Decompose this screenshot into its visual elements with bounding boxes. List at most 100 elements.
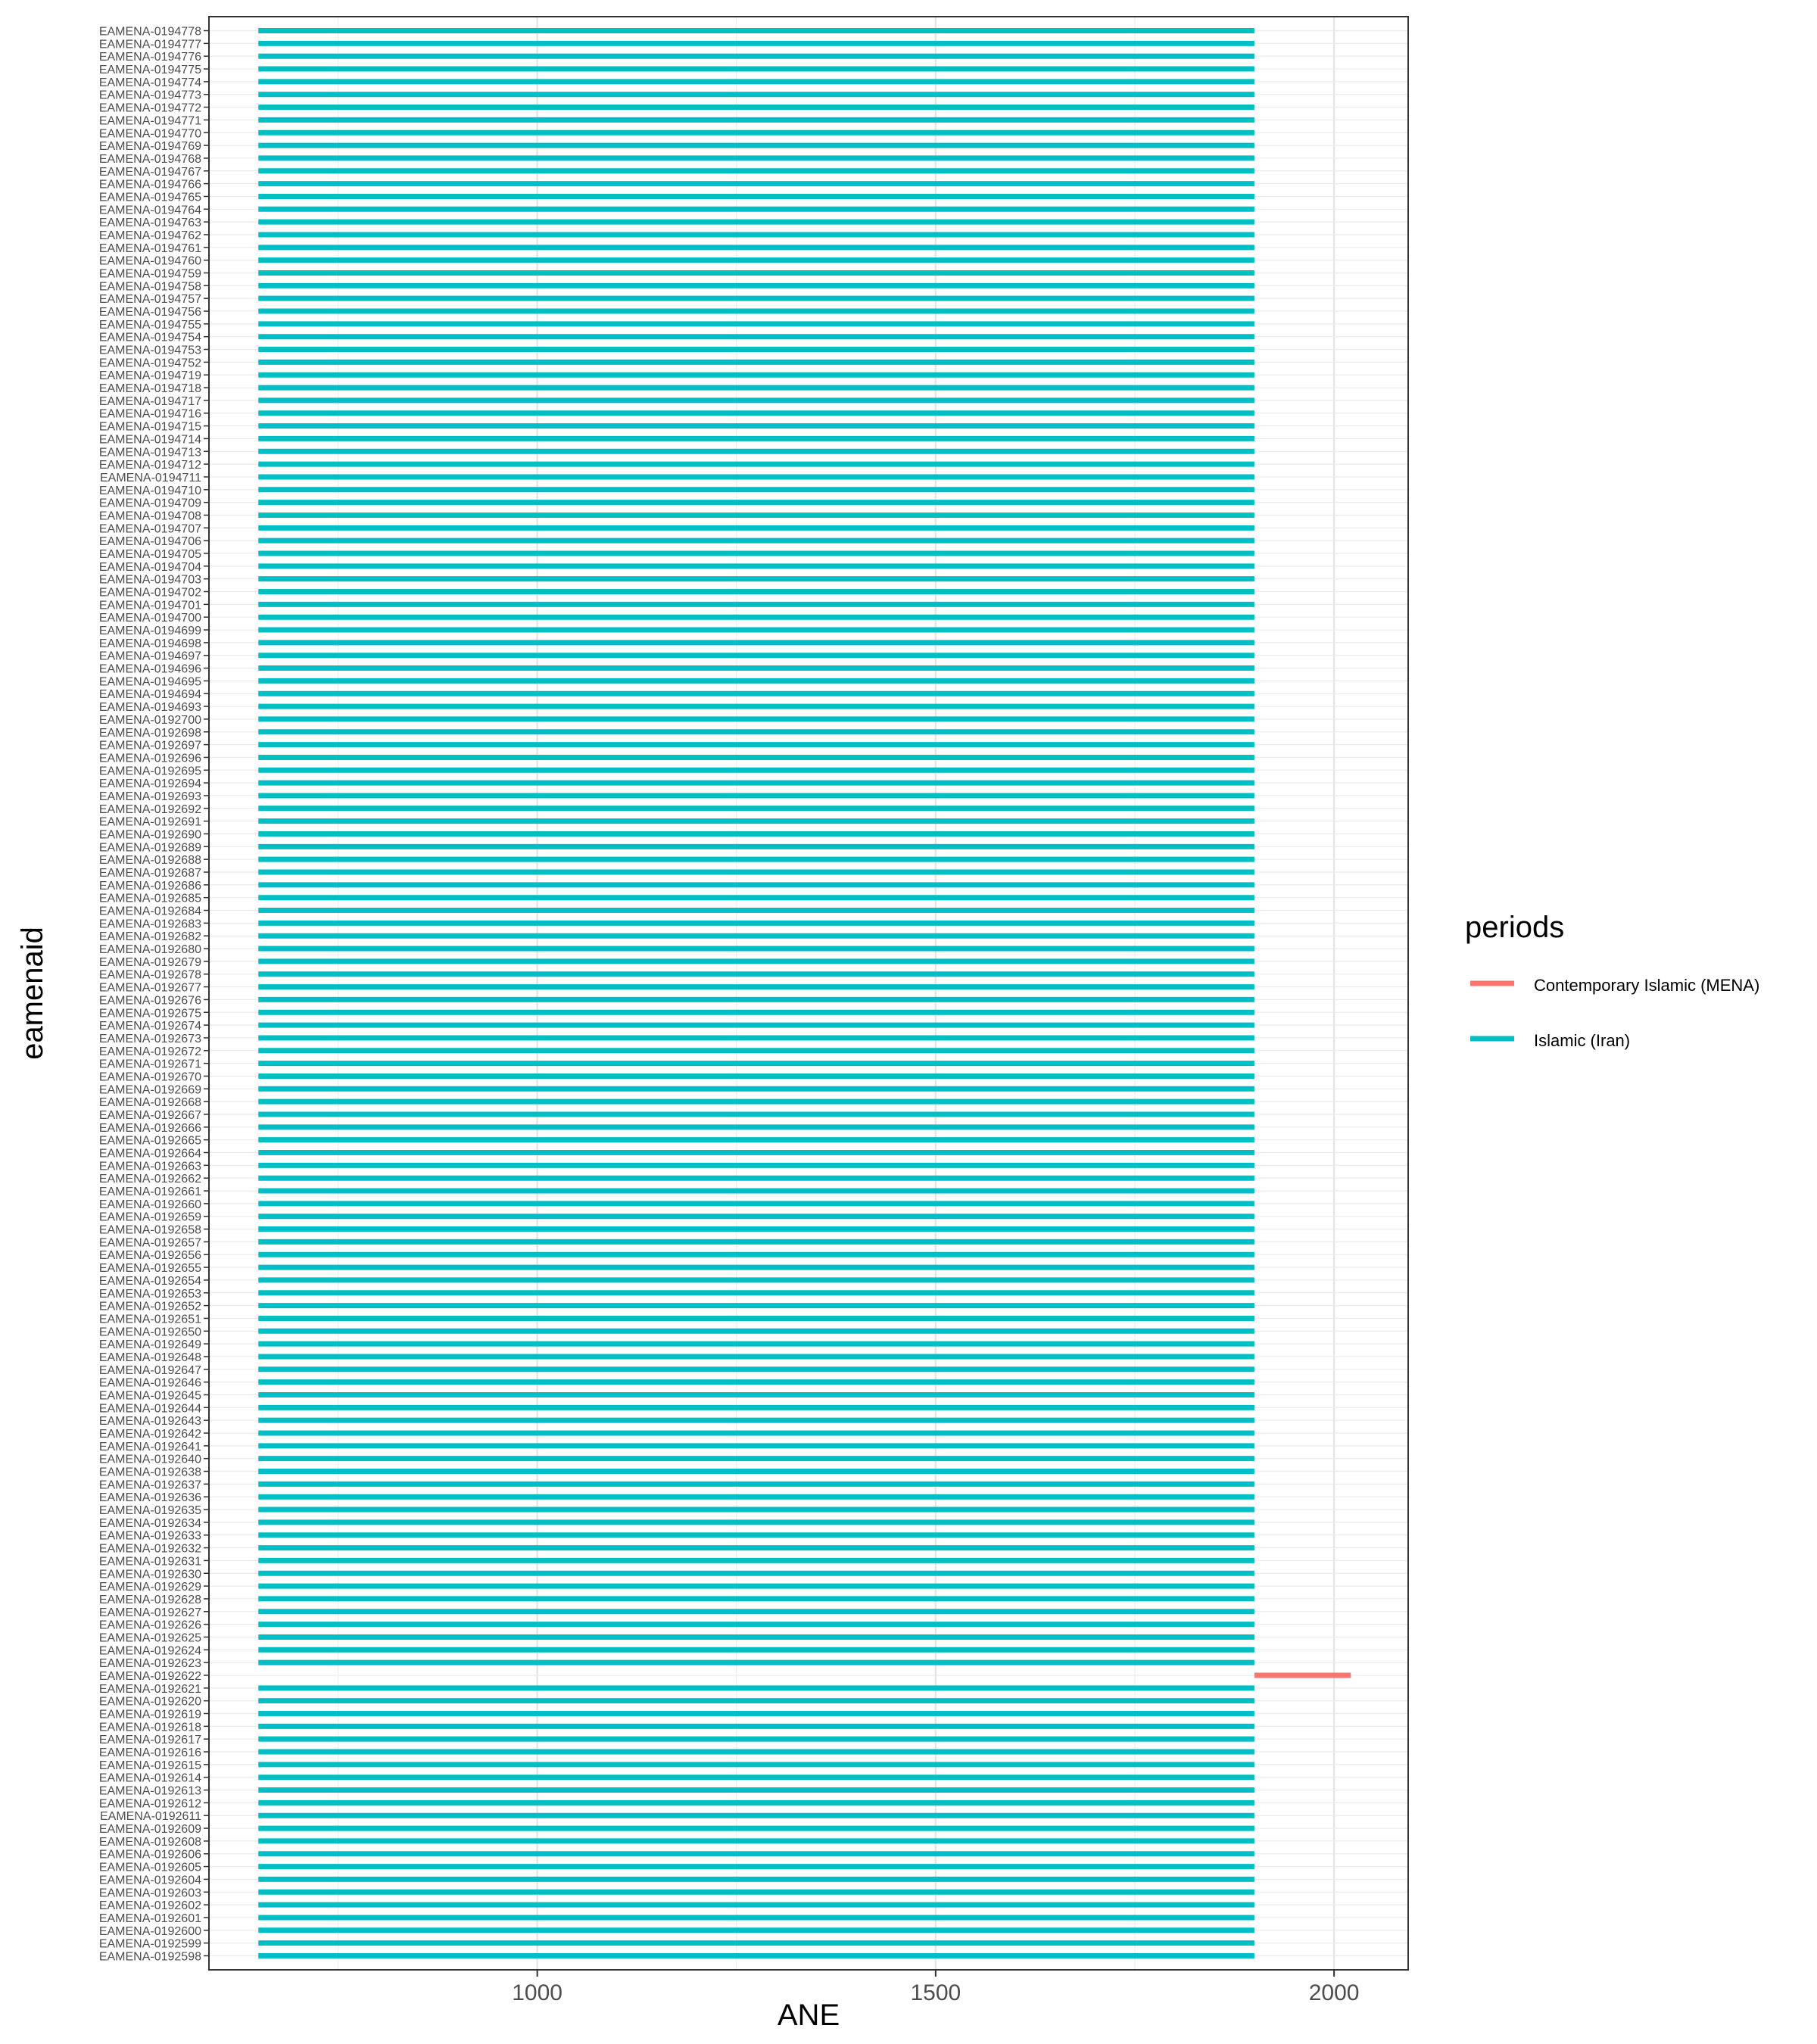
- x-axis-title: ANE: [778, 1999, 840, 2032]
- y-tick-label: EAMENA-0194695: [99, 675, 201, 688]
- y-tick-label: EAMENA-0192649: [99, 1338, 201, 1351]
- y-tick-label: EAMENA-0194767: [99, 166, 201, 179]
- y-tick-label: EAMENA-0192633: [99, 1530, 201, 1543]
- y-tick-label: EAMENA-0194757: [99, 293, 201, 306]
- y-tick-label: EAMENA-0192617: [99, 1734, 201, 1746]
- y-tick-label: EAMENA-0194693: [99, 701, 201, 714]
- legend-label-contemporary-islamic-mena: Contemporary Islamic (MENA): [1534, 976, 1759, 995]
- y-tick-label: EAMENA-0192660: [99, 1198, 201, 1211]
- y-tick-label: EAMENA-0192680: [99, 943, 201, 956]
- x-axis-ticks: 1000 1500 2000: [512, 1970, 1359, 2005]
- y-tick-label: EAMENA-0194709: [99, 497, 201, 510]
- y-tick-label: EAMENA-0192601: [99, 1912, 201, 1925]
- legend-title: periods: [1465, 911, 1564, 944]
- y-tick-label: EAMENA-0192600: [99, 1925, 201, 1938]
- y-tick-label: EAMENA-0194714: [99, 433, 201, 446]
- y-tick-label: EAMENA-0192650: [99, 1326, 201, 1338]
- y-tick-label: EAMENA-0192608: [99, 1836, 201, 1849]
- y-tick-label: EAMENA-0192698: [99, 727, 201, 740]
- y-tick-label: EAMENA-0192668: [99, 1096, 201, 1109]
- y-tick-label: EAMENA-0194773: [99, 89, 201, 102]
- y-tick-label: EAMENA-0194719: [99, 369, 201, 382]
- y-tick-label: EAMENA-0194705: [99, 548, 201, 561]
- y-tick-label: EAMENA-0192631: [99, 1555, 201, 1568]
- y-tick-label: EAMENA-0192665: [99, 1135, 201, 1148]
- y-tick-label: EAMENA-0192618: [99, 1721, 201, 1734]
- y-tick-label: EAMENA-0192604: [99, 1874, 201, 1887]
- y-tick-label: EAMENA-0192616: [99, 1746, 201, 1759]
- y-tick-label: EAMENA-0192646: [99, 1377, 201, 1390]
- y-tick-label: EAMENA-0194777: [99, 38, 201, 51]
- y-tick-label: EAMENA-0194703: [99, 574, 201, 587]
- y-tick-label: EAMENA-0194762: [99, 229, 201, 242]
- plot-border: [208, 16, 1409, 1971]
- y-tick-label: EAMENA-0192628: [99, 1594, 201, 1606]
- y-tick-label: EAMENA-0194701: [99, 599, 201, 612]
- legend-label-islamic-iran: Islamic (Iran): [1534, 1031, 1630, 1050]
- y-tick-label: EAMENA-0192611: [100, 1810, 201, 1823]
- x-tick-label: 1000: [512, 1980, 563, 2005]
- y-tick-label: EAMENA-0194756: [99, 306, 201, 319]
- y-tick-label: EAMENA-0192675: [99, 1007, 201, 1020]
- y-tick-label: EAMENA-0192679: [99, 956, 201, 969]
- y-tick-label: EAMENA-0194760: [99, 255, 201, 268]
- y-tick-label: EAMENA-0194766: [99, 179, 201, 192]
- y-tick-label: EAMENA-0192672: [99, 1045, 201, 1058]
- y-tick-label: EAMENA-0194710: [99, 485, 201, 497]
- y-tick-label: EAMENA-0192693: [99, 790, 201, 803]
- y-tick-label: EAMENA-0192602: [99, 1899, 201, 1912]
- y-tick-label: EAMENA-0192621: [99, 1683, 201, 1696]
- y-tick-label: EAMENA-0192670: [99, 1070, 201, 1083]
- y-tick-label: EAMENA-0192700: [99, 714, 201, 727]
- y-tick-label: EAMENA-0192629: [99, 1581, 201, 1594]
- y-tick-label: EAMENA-0192615: [99, 1759, 201, 1772]
- y-tick-label: EAMENA-0192645: [99, 1389, 201, 1402]
- y-tick-label: EAMENA-0192619: [99, 1709, 201, 1722]
- y-tick-label: EAMENA-0192664: [99, 1148, 201, 1161]
- y-tick-label: EAMENA-0192686: [99, 880, 201, 893]
- y-tick-label: EAMENA-0192647: [99, 1364, 201, 1377]
- y-tick-label: EAMENA-0194713: [99, 446, 201, 459]
- y-tick-label: EAMENA-0192673: [99, 1033, 201, 1045]
- y-tick-label: EAMENA-0194708: [99, 509, 201, 522]
- y-tick-label: EAMENA-0194715: [99, 421, 201, 434]
- y-tick-label: EAMENA-0192637: [99, 1478, 201, 1491]
- y-tick-label: EAMENA-0194759: [99, 267, 201, 280]
- y-tick-label: EAMENA-0192640: [99, 1454, 201, 1466]
- y-tick-label: EAMENA-0194770: [99, 127, 201, 140]
- y-tick-label: EAMENA-0192692: [99, 803, 201, 816]
- y-tick-label: EAMENA-0194754: [99, 332, 201, 344]
- y-tick-label: EAMENA-0192666: [99, 1122, 201, 1135]
- y-tick-label: EAMENA-0192644: [99, 1402, 201, 1415]
- y-tick-label: EAMENA-0194774: [99, 76, 201, 89]
- y-tick-label: EAMENA-0192677: [99, 982, 201, 995]
- y-tick-label: EAMENA-0192612: [99, 1797, 201, 1810]
- y-tick-label: EAMENA-0192688: [99, 854, 201, 867]
- y-tick-label: EAMENA-0194776: [99, 51, 201, 64]
- y-tick-label: EAMENA-0192682: [99, 930, 201, 943]
- y-tick-label: EAMENA-0192657: [99, 1236, 201, 1249]
- x-tick-label: 1500: [910, 1980, 961, 2005]
- y-tick-label: EAMENA-0192687: [99, 867, 201, 880]
- y-tick-label: EAMENA-0192659: [99, 1211, 201, 1224]
- y-tick-label: EAMENA-0192661: [99, 1186, 201, 1198]
- y-tick-label: EAMENA-0194694: [99, 688, 201, 701]
- y-tick-label: EAMENA-0192651: [99, 1313, 201, 1326]
- y-tick-label: EAMENA-0194775: [99, 64, 201, 76]
- y-tick-label: EAMENA-0194716: [99, 408, 201, 421]
- x-tick-label: 2000: [1309, 1980, 1360, 2005]
- y-tick-label: EAMENA-0194700: [99, 612, 201, 625]
- y-tick-label: EAMENA-0192648: [99, 1351, 201, 1364]
- y-tick-label: EAMENA-0192676: [99, 994, 201, 1007]
- y-tick-label: EAMENA-0192654: [99, 1275, 201, 1288]
- y-tick-label: EAMENA-0192624: [99, 1644, 201, 1657]
- y-axis-title: eamenaid: [16, 927, 49, 1060]
- y-tick-label: EAMENA-0194706: [99, 535, 201, 548]
- y-tick-label: EAMENA-0194707: [99, 522, 201, 535]
- y-tick-label: EAMENA-0194704: [99, 561, 201, 574]
- y-tick-label: EAMENA-0194711: [100, 472, 201, 485]
- y-tick-label: EAMENA-0192603: [99, 1887, 201, 1899]
- y-tick-label: EAMENA-0194768: [99, 153, 201, 166]
- y-tick-label: EAMENA-0194698: [99, 637, 201, 650]
